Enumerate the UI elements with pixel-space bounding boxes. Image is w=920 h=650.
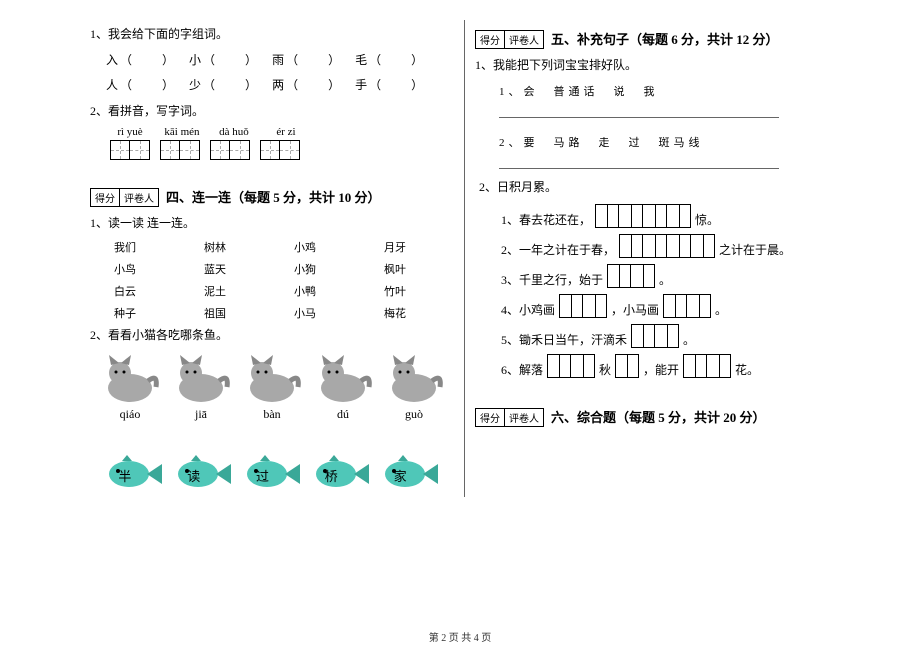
py-2: dà huǒ	[214, 126, 254, 138]
cats-row	[100, 353, 444, 403]
py-1: kāi mén	[162, 126, 202, 138]
q1-row1: 入（ ） 小（ ） 雨（ ） 毛（ ）	[106, 50, 454, 72]
q1-r1-1: 小（ ）	[189, 53, 253, 67]
section6-title: 六、综合题（每题 5 分，共计 20 分）	[551, 410, 766, 425]
cat-icon	[100, 353, 160, 403]
cat-pinyin-row: qiáo jiā bàn dú guò	[100, 407, 444, 422]
match2-title: 2、看看小猫各吃哪条鱼。	[90, 325, 454, 347]
py-3: ér zi	[266, 126, 306, 138]
q1-r1-0: 入（ ）	[106, 53, 170, 67]
match1-title: 1、读一读 连一连。	[90, 213, 454, 235]
score-box-4: 得分 评卷人	[90, 188, 159, 207]
cat-icon	[242, 353, 302, 403]
answer-line	[499, 105, 779, 118]
pinyin-row: rì yuè kāi mén dà huǒ ér zi	[110, 126, 454, 138]
score-box-5: 得分 评卷人	[475, 30, 544, 49]
rq2-title: 2、日积月累。	[479, 177, 830, 199]
section5-title: 五、补充句子（每题 6 分，共计 12 分）	[551, 32, 779, 47]
fish-icon: 桥	[311, 452, 371, 497]
fish-icon: 过	[242, 452, 302, 497]
q1-r2-0: 人（ ）	[106, 78, 170, 92]
rq1-line2: 2、要 马路 走 过 斑马线	[499, 134, 830, 150]
score-box-6: 得分 评卷人	[475, 408, 544, 427]
left-column: 1、我会给下面的字组词。 入（ ） 小（ ） 雨（ ） 毛（ ） 人（ ） 少（…	[80, 20, 465, 497]
fish-icon: 读	[173, 452, 233, 497]
match-grid: 我们树林小鸡月牙 小鸟蓝天小狗枫叶 白云泥土小鸭竹叶 种子祖国小马梅花	[114, 239, 454, 321]
page-footer: 第 2 页 共 4 页	[0, 629, 920, 644]
section4-title: 四、连一连（每题 5 分，共计 10 分）	[166, 190, 381, 205]
fish-icon: 家	[380, 452, 440, 497]
q1-title: 1、我会给下面的字组词。	[90, 24, 454, 46]
score-b: 评卷人	[119, 189, 158, 206]
fish-row: 半 读 过 桥 家	[100, 452, 444, 497]
rq1-title: 1、我能把下列词宝宝排好队。	[475, 55, 830, 77]
q1-row2: 人（ ） 少（ ） 两（ ） 手（ ）	[106, 75, 454, 97]
fish-icon: 半	[104, 452, 164, 497]
q2-title: 2、看拼音，写字词。	[90, 101, 454, 123]
cat-icon	[313, 353, 373, 403]
py-0: rì yuè	[110, 126, 150, 138]
fill-sentences: 1、春去花还在，惊。2、一年之计在于春，之计在于晨。3、千里之行，始于。4、小鸡…	[475, 204, 830, 378]
tianzige-row	[110, 140, 454, 160]
answer-line	[499, 156, 779, 169]
cat-icon	[171, 353, 231, 403]
q1-r2-3: 手（ ）	[355, 78, 425, 92]
rq1-line1: 1、会 普通话 说 我	[499, 83, 830, 99]
q1-r1-2: 雨（ ）	[272, 53, 336, 67]
right-column: 得分 评卷人 五、补充句子（每题 6 分，共计 12 分） 1、我能把下列词宝宝…	[465, 20, 840, 497]
score-a: 得分	[91, 189, 119, 206]
q1-r1-3: 毛（ ）	[355, 53, 425, 67]
q1-r2-1: 少（ ）	[189, 78, 253, 92]
cat-icon	[384, 353, 444, 403]
q1-r2-2: 两（ ）	[272, 78, 336, 92]
